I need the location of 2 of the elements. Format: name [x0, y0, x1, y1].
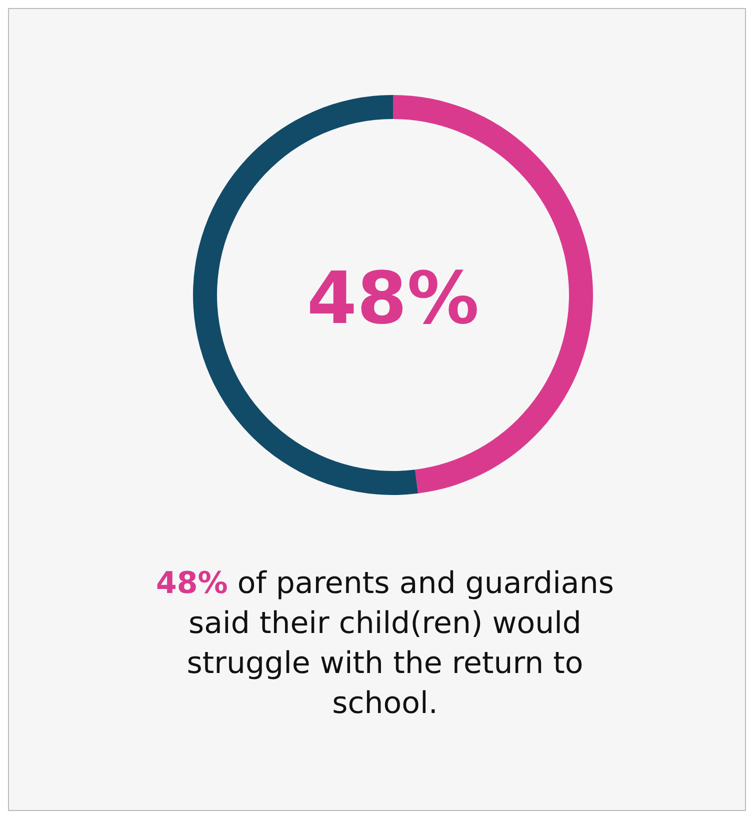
text: 48% of parents and guardians said their child(ren) would struggle with the return to school.	[156, 566, 614, 721]
text: 48%	[306, 256, 480, 340]
